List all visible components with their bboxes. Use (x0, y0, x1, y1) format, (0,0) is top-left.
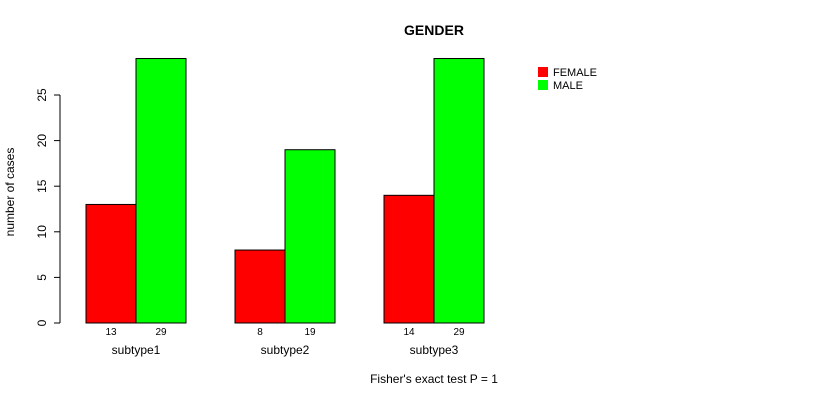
legend-label-male: MALE (553, 80, 583, 92)
bar-female-subtype1 (85, 203, 137, 324)
legend-swatch-male (538, 80, 548, 90)
data-labels-group: 13 29 8 19 14 29 (105, 327, 465, 338)
category-label-subtype2: subtype2 (261, 343, 310, 357)
category-labels-group: subtype1 subtype2 subtype3 (112, 343, 459, 357)
category-label-subtype1: subtype1 (112, 343, 161, 357)
y-tick-label: 20 (35, 134, 49, 148)
y-tick-label: 5 (35, 274, 49, 281)
data-label-male-subtype1: 29 (155, 327, 167, 338)
chart-title: GENDER (404, 22, 464, 38)
data-label-female-subtype1: 13 (105, 327, 117, 338)
y-tick-label: 0 (35, 319, 49, 326)
bars-group (85, 58, 485, 324)
bar-female-subtype3 (383, 194, 435, 324)
bar-female-subtype2 (234, 249, 286, 324)
data-label-female-subtype2: 8 (257, 327, 263, 338)
bar-male-subtype2 (284, 149, 336, 324)
y-axis: 0 5 10 15 20 25 (35, 88, 61, 326)
legend-swatch-female (538, 67, 548, 77)
data-label-female-subtype3: 14 (403, 327, 415, 338)
category-label-subtype3: subtype3 (410, 343, 459, 357)
legend-label-female: FEMALE (553, 67, 597, 79)
bar-male-subtype3 (433, 58, 485, 324)
y-axis-label: number of cases (3, 148, 17, 237)
fisher-test-note: Fisher's exact test P = 1 (370, 372, 498, 386)
data-label-male-subtype3: 29 (453, 327, 465, 338)
bar-male-subtype1 (135, 58, 187, 324)
data-label-male-subtype2: 19 (304, 327, 316, 338)
y-tick-label: 10 (35, 225, 49, 239)
y-tick-label: 25 (35, 88, 49, 102)
y-tick-label: 15 (35, 179, 49, 193)
